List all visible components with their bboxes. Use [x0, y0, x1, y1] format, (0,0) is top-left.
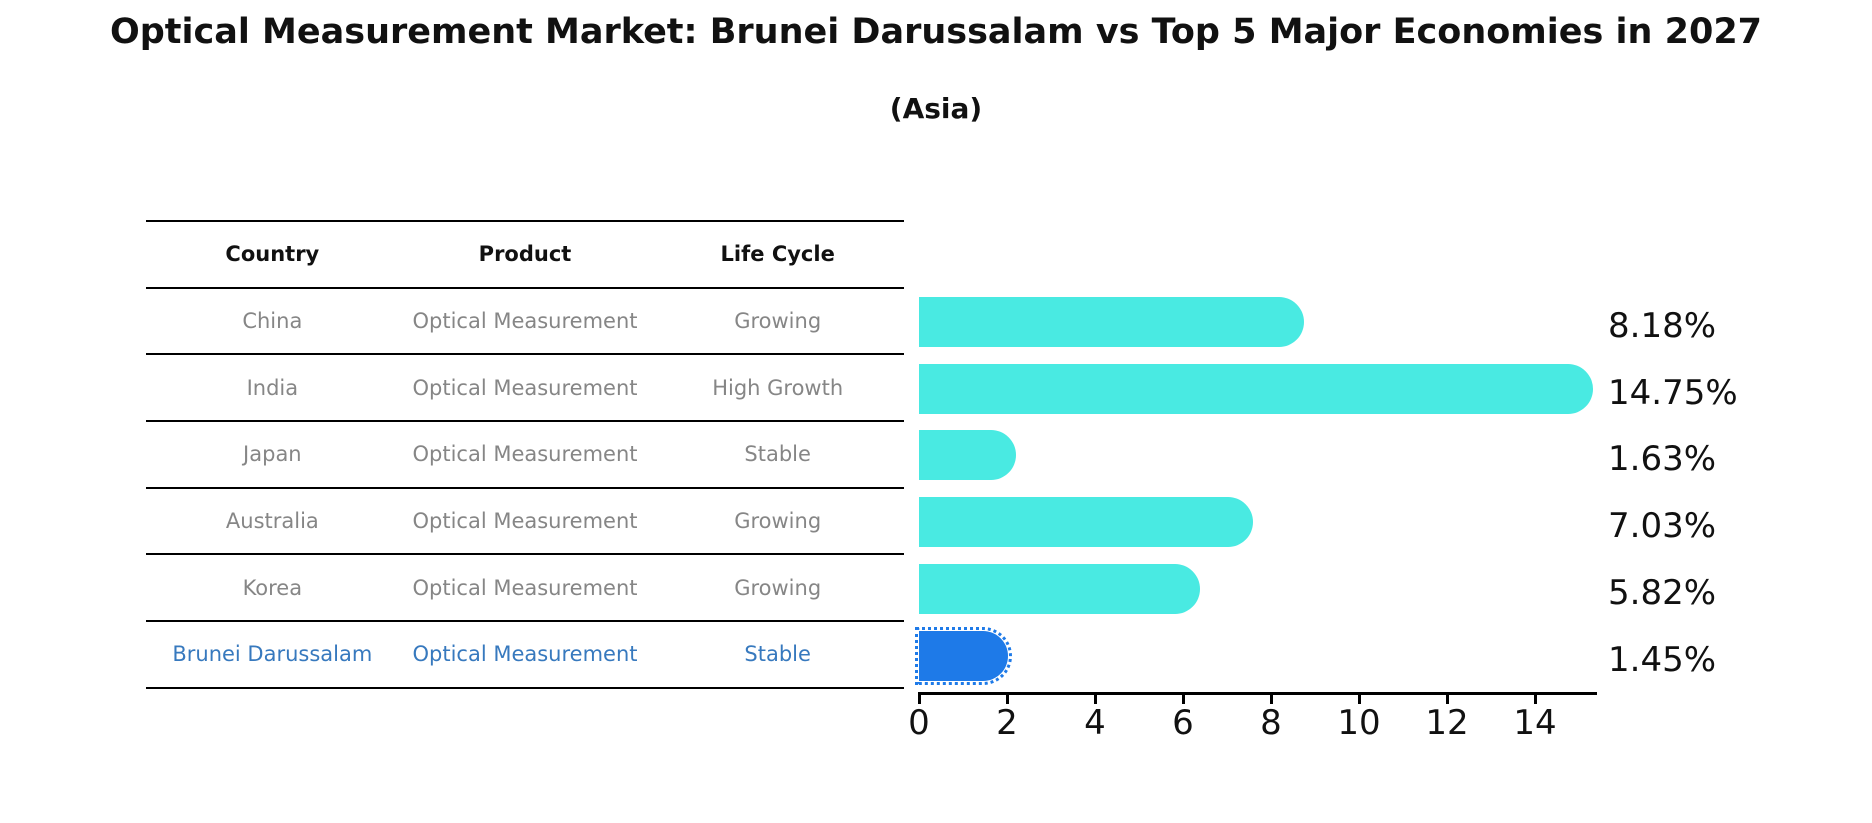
product-cell: Optical Measurement — [412, 309, 638, 334]
country-cell: Korea — [242, 575, 303, 600]
x-tick-mark-8 — [1269, 695, 1273, 704]
bar-india — [919, 363, 1593, 414]
x-tick-mark-14 — [1533, 695, 1537, 704]
value-label-japan: 1.63% — [1608, 439, 1717, 480]
x-tick-label-8: 8 — [1260, 703, 1282, 743]
table-row-brunei-darussalam: Brunei Darussalam Optical Measurement Stab… — [146, 622, 904, 689]
product-cell: Optical Measurement — [412, 375, 638, 400]
country-table: Country Product Life Cycle China Optical … — [146, 220, 904, 689]
x-tick-label-12: 12 — [1425, 703, 1469, 743]
product-cell: Optical Measurement — [412, 509, 638, 534]
lifecycle-cell: High Growth — [712, 375, 844, 400]
x-tick-mark-6 — [1181, 695, 1185, 704]
chart-subtitle: (Asia) — [889, 92, 983, 125]
country-cell: India — [246, 375, 299, 400]
value-label-brunei-darussalam: 1.45% — [1608, 639, 1717, 680]
x-tick-mark-0 — [917, 695, 921, 704]
value-label-korea: 5.82% — [1608, 572, 1717, 613]
bar-japan — [919, 430, 1016, 481]
country-cell: Brunei Darussalam — [172, 642, 373, 667]
lifecycle-cell: Growing — [734, 575, 822, 600]
table-row-japan: Japan Optical Measurement Stable — [146, 422, 904, 489]
lifecycle-cell: Growing — [734, 309, 822, 334]
value-label-china: 8.18% — [1608, 306, 1717, 347]
lifecycle-cell: Growing — [734, 509, 822, 534]
x-tick-label-0: 0 — [908, 703, 930, 743]
x-tick-label-4: 4 — [1084, 703, 1106, 743]
x-tick-mark-4 — [1093, 695, 1097, 704]
country-cell: Australia — [225, 509, 319, 534]
x-tick-mark-2 — [1005, 695, 1009, 704]
value-label-australia: 7.03% — [1608, 506, 1717, 547]
table-row-australia: Australia Optical Measurement Growing — [146, 489, 904, 556]
bar-china — [919, 297, 1304, 348]
country-cell: Japan — [243, 442, 302, 467]
chart-title: Optical Measurement Market: Brunei Darus… — [109, 12, 1763, 52]
column-header-country: Country — [225, 242, 320, 267]
product-cell: Optical Measurement — [412, 642, 638, 667]
table-header-row: Country Product Life Cycle — [146, 222, 904, 289]
product-cell: Optical Measurement — [412, 575, 638, 600]
bar-brunei-darussalam — [915, 626, 1012, 685]
x-tick-label-10: 10 — [1337, 703, 1381, 743]
x-tick-label-2: 2 — [996, 703, 1018, 743]
column-header-product: Product — [478, 242, 572, 267]
country-cell: China — [242, 309, 303, 334]
bar-korea — [919, 563, 1201, 614]
lifecycle-cell: Stable — [744, 442, 811, 467]
lifecycle-cell: Stable — [744, 642, 811, 667]
x-tick-label-6: 6 — [1172, 703, 1194, 743]
table-row-china: China Optical Measurement Growing — [146, 289, 904, 356]
x-tick-mark-12 — [1445, 695, 1449, 704]
x-tick-label-14: 14 — [1513, 703, 1557, 743]
x-tick-mark-10 — [1357, 695, 1361, 704]
table-row-india: India Optical Measurement High Growth — [146, 355, 904, 423]
table-row-korea: Korea Optical Measurement Growing — [146, 555, 904, 623]
bar-australia — [919, 497, 1254, 548]
x-axis-line — [918, 692, 1597, 695]
column-header-lifecycle: Life Cycle — [720, 242, 835, 267]
value-label-india: 14.75% — [1608, 372, 1738, 413]
product-cell: Optical Measurement — [412, 442, 638, 467]
